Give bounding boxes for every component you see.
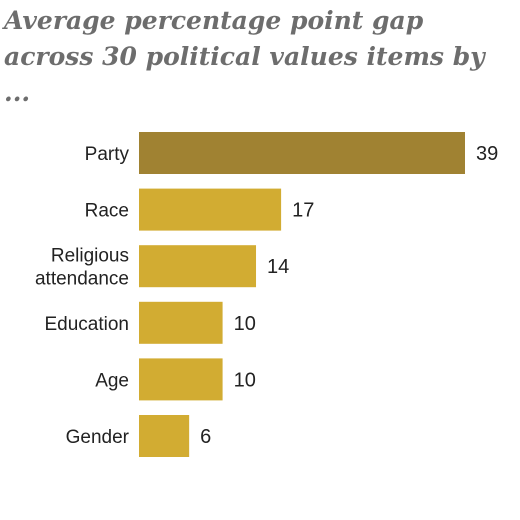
value-label: 10 xyxy=(234,313,256,335)
bar-education xyxy=(139,301,223,344)
value-label: 17 xyxy=(292,200,314,222)
category-label: Education xyxy=(44,314,129,335)
category-label: Party xyxy=(85,144,130,165)
category-label: Race xyxy=(85,201,129,222)
value-label: 39 xyxy=(476,143,498,165)
value-label: 10 xyxy=(234,369,256,391)
category-label: Religious attendance xyxy=(35,246,129,290)
value-label: 6 xyxy=(200,426,211,448)
bar-gender xyxy=(139,415,190,457)
category-label: Age xyxy=(95,370,129,391)
bar-party xyxy=(139,132,465,174)
value-label: 14 xyxy=(267,256,289,278)
bar-religious-attendance xyxy=(139,245,257,288)
bar-age xyxy=(139,358,223,401)
bar-race xyxy=(139,188,282,231)
category-label: Gender xyxy=(66,427,130,448)
chart-title: Average percentage point gap across 30 p… xyxy=(4,6,485,107)
